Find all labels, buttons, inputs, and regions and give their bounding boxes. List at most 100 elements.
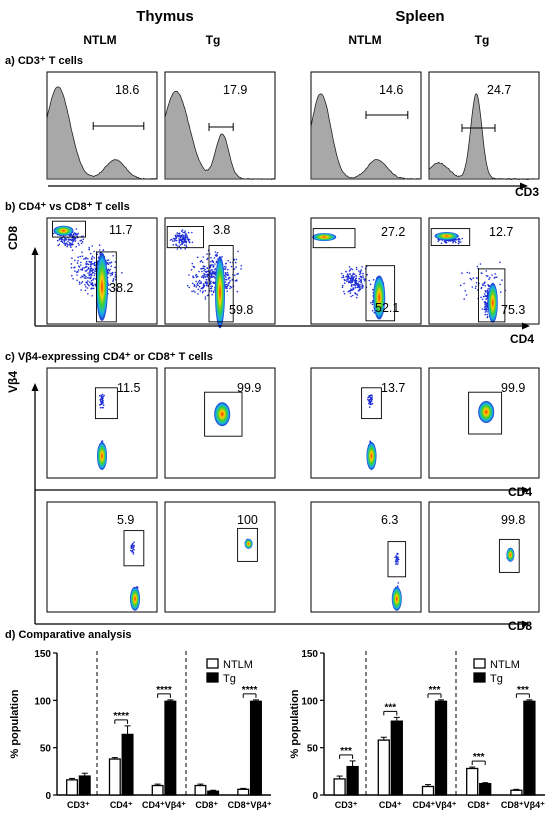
event-dot <box>112 280 114 283</box>
bar-tg <box>78 775 91 796</box>
event-dot <box>85 261 88 263</box>
histogram-panel-2: 14.6 <box>310 71 422 180</box>
cd8-axis-label-b: CD8 <box>6 226 20 250</box>
event-dot <box>355 275 358 277</box>
event-dot <box>225 283 228 286</box>
event-dot <box>102 406 104 409</box>
column-label-thymus-ntlm: NTLM <box>83 33 116 47</box>
bar-tg <box>479 782 492 796</box>
event-dot <box>103 394 105 397</box>
density-core <box>506 547 515 562</box>
event-dot <box>355 277 358 280</box>
event-dot <box>449 240 452 242</box>
event-dot <box>202 267 205 270</box>
vb4-panel: 13.7 <box>310 367 422 479</box>
event-dot <box>350 295 352 298</box>
gate-percentage: 52.1 <box>375 301 399 315</box>
event-dot <box>351 284 353 287</box>
event-dot <box>92 269 94 271</box>
event-dot <box>481 308 484 310</box>
gate-box <box>361 387 382 420</box>
event-dot <box>88 261 91 263</box>
event-dot <box>475 277 478 279</box>
gate-percentage: 27.2 <box>381 225 405 239</box>
event-dot <box>360 281 362 284</box>
column-label-thymus-tg: Tg <box>206 33 221 47</box>
event-dot <box>90 252 92 255</box>
cd8-axis-arrowhead-c <box>522 620 530 628</box>
event-dot <box>455 241 457 244</box>
event-dot <box>90 265 92 267</box>
event-dot <box>206 257 209 260</box>
vb4-frame <box>310 501 422 613</box>
event-dot <box>91 295 93 297</box>
event-dot <box>484 290 487 292</box>
event-dot <box>68 238 70 240</box>
event-dot <box>81 240 84 243</box>
bar-tg <box>121 733 134 796</box>
event-dot <box>475 282 478 284</box>
event-dot <box>200 276 203 278</box>
y-tick-label: 0 <box>312 791 318 802</box>
event-dot <box>80 289 82 291</box>
event-dot <box>440 242 443 244</box>
event-dot <box>463 298 466 300</box>
event-dot <box>74 259 76 262</box>
event-dot <box>216 251 219 254</box>
event-dot <box>484 284 487 287</box>
event-dot <box>209 287 212 290</box>
event-dot <box>63 239 65 242</box>
vb4-axis-label: Vβ4 <box>6 371 20 393</box>
event-dot <box>70 263 73 265</box>
event-dot <box>195 274 198 276</box>
bar-chart-1: 0 50 100 150 % population *** CD3⁺ *** CD4⁺ *** CD… <box>289 649 545 810</box>
event-dot <box>200 287 203 290</box>
event-dot <box>476 265 479 268</box>
event-dot <box>196 282 199 285</box>
event-dot <box>372 288 374 291</box>
event-dot <box>203 272 205 275</box>
event-dot <box>57 244 60 247</box>
event-dot <box>480 296 482 299</box>
event-dot <box>447 240 450 242</box>
event-dot <box>171 238 173 241</box>
event-dot <box>191 282 194 285</box>
significance-label: **** <box>156 685 172 696</box>
event-dot <box>475 285 477 288</box>
event-dot <box>343 290 345 293</box>
event-dot <box>83 274 86 277</box>
event-dot <box>88 274 91 276</box>
event-dot <box>469 277 472 280</box>
vb4-axis-arrowhead <box>31 383 39 391</box>
event-dot <box>354 292 357 294</box>
density-core <box>244 538 253 549</box>
event-dot <box>194 291 196 293</box>
event-dot <box>183 244 186 246</box>
event-dot <box>197 288 199 291</box>
x-tick-label: CD4⁺Vβ4⁺ <box>142 800 186 810</box>
vb4-panel: 99.8 <box>428 501 540 613</box>
event-dot <box>347 281 350 284</box>
cd8-axis-arrowhead <box>31 247 39 255</box>
vb4-panel: 6.3 <box>310 501 422 613</box>
event-dot <box>484 306 486 309</box>
event-dot <box>77 242 80 245</box>
density-core <box>391 586 402 611</box>
gate-percentage: 24.7 <box>487 83 511 97</box>
event-dot <box>350 277 353 280</box>
event-dot <box>197 284 199 287</box>
event-dot <box>191 241 194 244</box>
event-dot <box>114 274 117 276</box>
event-dot <box>479 263 482 265</box>
event-dot <box>90 257 93 259</box>
event-dot <box>175 237 177 239</box>
event-dot <box>182 231 184 234</box>
event-dot <box>198 279 201 282</box>
event-dot <box>72 233 75 236</box>
event-dot <box>90 288 92 290</box>
legend-label: Tg <box>490 673 503 685</box>
gate-percentage: 3.8 <box>213 223 230 237</box>
event-dot <box>77 269 80 271</box>
event-dot <box>88 246 90 249</box>
